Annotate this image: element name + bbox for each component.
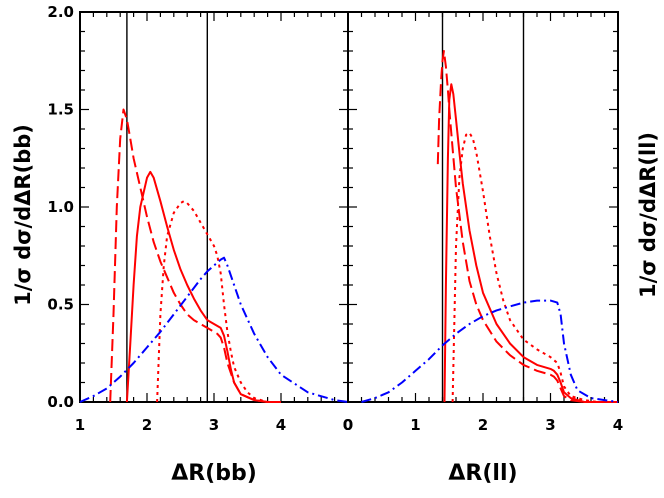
left-x-tick-label: 4 xyxy=(276,416,286,434)
left-y-tick-label: 0.0 xyxy=(47,393,74,411)
right-x-tick-label: 2 xyxy=(478,416,488,434)
right-curve-dashdot xyxy=(361,299,619,403)
left-curve-dotted xyxy=(156,200,281,403)
right-x-tick-label: 1 xyxy=(410,416,420,434)
left-y-tick-label: 1.5 xyxy=(47,101,74,119)
right-x-tick-label: 4 xyxy=(613,416,623,434)
right-curve-solid xyxy=(443,83,618,403)
left-plot-frame xyxy=(79,11,349,403)
right-x-tick-label: 3 xyxy=(545,416,555,434)
left-y-axis-title: 1/σ dσ/dΔR(bb) xyxy=(11,124,35,306)
right-plot-frame xyxy=(347,11,619,403)
right-curve-dashed xyxy=(436,50,618,403)
left-x-tick-label: 0 xyxy=(343,416,353,434)
right-x-tick-label: 0 xyxy=(343,416,353,434)
left-y-tick-label: 2.0 xyxy=(47,3,74,21)
right-curve-dotted xyxy=(451,131,618,403)
left-panel: 1 2 3 4 0 0.0 0.5 1.0 1.5 2.0 xyxy=(47,3,353,434)
left-x-tick-label: 1 xyxy=(75,416,85,434)
left-y-tick-label: 0.5 xyxy=(47,296,74,314)
right-x-axis-title: ΔR(ll) xyxy=(448,461,517,486)
left-x-tick-label: 3 xyxy=(209,416,219,434)
left-y-tick-label: 1.0 xyxy=(47,198,74,216)
left-x-tick-label: 2 xyxy=(142,416,152,434)
left-curve-solid xyxy=(125,170,281,403)
left-x-axis-title: ΔR(bb) xyxy=(171,461,257,486)
left-curve-dashdot xyxy=(79,256,349,403)
right-panel: 0 1 2 3 4 xyxy=(343,11,623,434)
right-y-axis-title: 1/σ dσ/dΔR(ll) xyxy=(636,132,660,298)
